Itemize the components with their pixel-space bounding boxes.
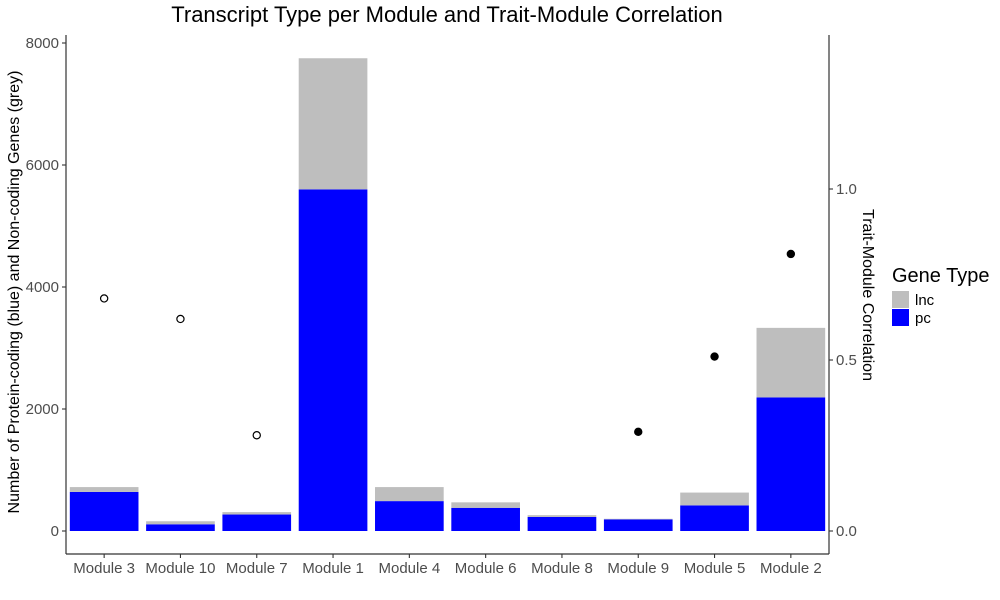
left-tick-label: 8000 (26, 35, 59, 52)
legend-swatch-pc (892, 309, 909, 326)
bar-pc-module-1 (298, 189, 368, 531)
correlation-point-module-3 (99, 294, 109, 303)
correlation-points (99, 249, 796, 440)
left-tick-label: 6000 (26, 157, 59, 174)
bar-lnc-module-8 (527, 515, 597, 517)
bar-lnc-module-1 (298, 58, 368, 190)
legend-title: Gene Type (892, 265, 989, 287)
chart-title: Transcript Type per Module and Trait-Mod… (171, 2, 722, 27)
x-tick-label: Module 1 (302, 560, 364, 577)
bar-lnc-module-10 (146, 521, 215, 525)
bar-lnc-module-5 (680, 492, 749, 506)
bar-lnc-module-9 (603, 518, 673, 520)
correlation-point-module-9 (634, 427, 643, 437)
right-tick-label: 0.0 (836, 523, 857, 540)
left-tick-label: 0 (51, 523, 59, 540)
legend-swatch-lnc (892, 291, 909, 308)
right-axis: 0.0 0.5 1.0 (828, 35, 857, 554)
bar-pc-module-6 (451, 507, 520, 531)
bar-pc-module-5 (680, 505, 749, 531)
bar-lnc-module-7 (222, 512, 292, 515)
y2-axis-title: Trait-Module Correlation (859, 209, 876, 381)
left-axis: 0 2000 4000 6000 8000 (26, 35, 67, 554)
correlation-point-module-2 (786, 249, 796, 259)
correlation-point-module-10 (176, 314, 185, 324)
bar-pc-module-3 (69, 491, 139, 531)
left-tick-label: 2000 (26, 401, 59, 418)
bar-lnc-module-6 (451, 502, 520, 508)
bar-lnc-module-4 (375, 487, 444, 502)
x-tick-label: Module 3 (73, 560, 135, 577)
x-tick-label: Module 2 (760, 560, 822, 577)
correlation-point-module-5 (710, 352, 719, 361)
bar-pc-module-8 (527, 516, 597, 531)
bar-pc-module-4 (375, 501, 444, 531)
bar-lnc-module-2 (756, 327, 826, 398)
bars (69, 58, 826, 531)
x-tick-label: Module 10 (145, 560, 215, 577)
correlation-point-module-7 (252, 431, 261, 440)
legend-label-lnc: lnc (915, 292, 935, 309)
x-tick-label: Module 6 (455, 560, 517, 577)
right-tick-label: 0.5 (836, 352, 857, 369)
right-tick-label: 1.0 (836, 181, 857, 198)
left-tick-label: 4000 (26, 279, 59, 296)
x-tick-label: Module 5 (684, 560, 746, 577)
x-axis: Module 3 Module 10 Module 7 Module 1 Module … (66, 553, 829, 577)
x-tick-label: Module 9 (607, 560, 669, 577)
x-tick-label: Module 7 (226, 560, 288, 577)
y-axis-title: Number of Protein-coding (blue) and Non-… (6, 71, 23, 514)
bar-pc-module-7 (222, 514, 292, 531)
x-tick-label: Module 8 (531, 560, 593, 577)
legend-label-pc: pc (915, 310, 931, 327)
bar-lnc-module-3 (69, 487, 139, 492)
bar-pc-module-9 (603, 519, 673, 531)
x-tick-label: Module 4 (378, 560, 440, 577)
bar-pc-module-10 (146, 524, 215, 531)
bar-pc-module-2 (756, 397, 826, 531)
